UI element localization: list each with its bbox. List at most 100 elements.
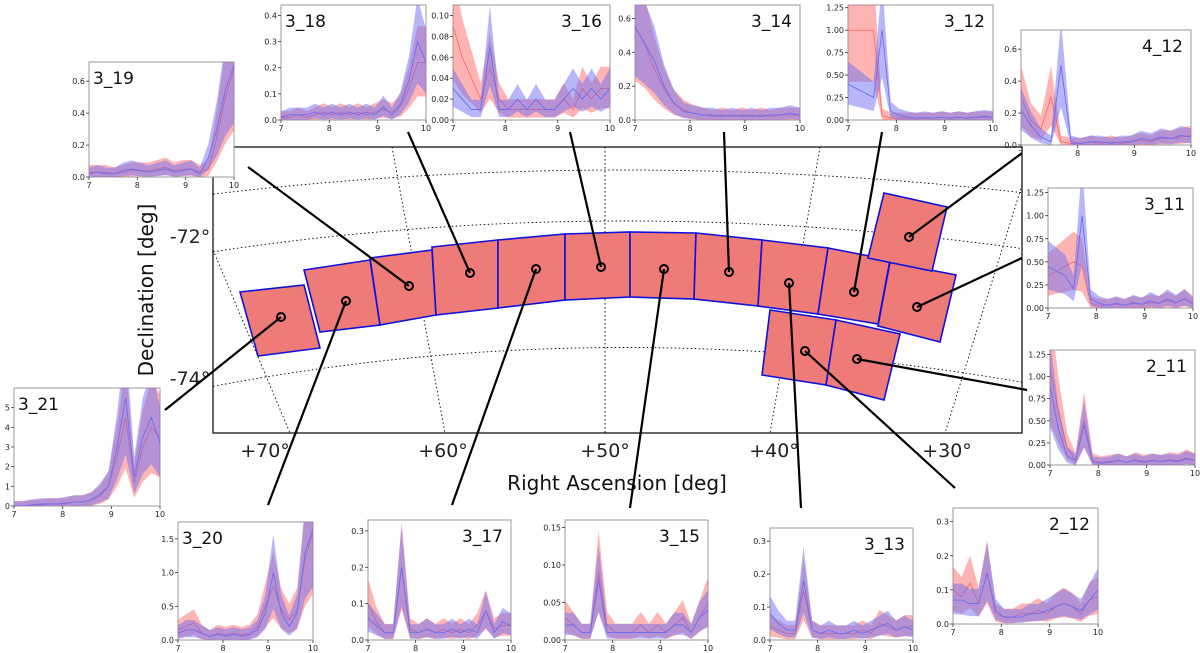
inset-y-tick-label: 0.4 <box>72 109 85 118</box>
inset-x-tick-label: 10 <box>1190 469 1200 478</box>
inset-3_18: 7 8 9 10 0.0 0.1 0.2 0.3 0.4 3_18 <box>264 4 431 133</box>
inset-title: 3_14 <box>751 12 792 32</box>
inset-y-tick-label: 0.00 <box>1026 304 1044 313</box>
graticule <box>213 147 1022 433</box>
inset-plot-area <box>953 540 1098 624</box>
tile-4_12 <box>867 192 948 272</box>
blue-series-band <box>1021 30 1191 145</box>
inset-x-tick-label: 7 <box>365 644 370 653</box>
inset-x-tick-label: 7 <box>278 124 283 133</box>
inset-x-tick-label: 7 <box>1045 312 1050 321</box>
inset-x-tick-label: 8 <box>503 124 508 133</box>
inset-y-tick-label: 0.75 <box>1026 235 1044 244</box>
inset-title: 3_17 <box>462 527 503 547</box>
inset-x-tick-label: 7 <box>1047 469 1052 478</box>
inset-y-tick-label: 0.05 <box>543 599 561 608</box>
x-tick-40: +40° <box>749 440 799 462</box>
inset-y-tick-label: 0.0 <box>936 620 949 629</box>
inset-y-tick-label: 0.2 <box>753 570 766 579</box>
blue-series-line <box>1048 215 1193 306</box>
marker-3_20 <box>341 296 351 306</box>
x-tick-60: +60° <box>418 440 468 462</box>
inset-x-tick-label: 7 <box>175 644 180 653</box>
inset-x-tick-label: 9 <box>109 510 114 519</box>
inset-y-tick-label: 0.3 <box>753 537 766 546</box>
inset-y-tick-label: 1.0 <box>161 569 174 578</box>
inset-y-tick-label: 0.0 <box>161 636 174 645</box>
blue-series-band <box>453 5 610 118</box>
inset-x-tick-label: 8 <box>999 628 1004 637</box>
inset-y-tick-label: 0.2 <box>72 141 85 150</box>
inset-y-tick-label: 0.10 <box>431 11 449 20</box>
blue-series-line <box>770 580 913 634</box>
inset-3_15: 7 8 9 10 0.00 0.05 0.10 0.15 3_15 <box>543 519 713 653</box>
inset-2_12: 7 8 9 10 0.0 0.1 0.2 0.3 2_12 <box>936 507 1103 637</box>
inset-x-tick-label: 8 <box>1075 149 1080 158</box>
red-series-band <box>1048 231 1193 308</box>
inset-y-tick-label: 0.6 <box>1004 45 1017 54</box>
inset-x-tick-label: 7 <box>767 644 772 653</box>
inset-y-tick-label: 0.00 <box>431 116 449 125</box>
inset-x-tick-label: 8 <box>327 124 332 133</box>
marker-2_12 <box>800 346 810 356</box>
connector-3_18 <box>406 131 472 274</box>
dec-line-72 <box>213 220 1022 253</box>
tile-3_20 <box>303 259 381 333</box>
inset-plot-area <box>1048 188 1193 308</box>
tile-3_19 <box>369 249 437 326</box>
connector-4_12 <box>908 152 1023 238</box>
inset-title: 2_11 <box>1146 357 1187 377</box>
inset-y-tick-label: 0.50 <box>1028 417 1046 426</box>
inset-y-tick-label: 2 <box>5 463 10 472</box>
inset-3_11: 7 8 9 10 0.00 0.25 0.50 0.75 1.00 1.25 3_11 <box>1026 187 1198 321</box>
inset-x-tick-label: 7 <box>950 628 955 637</box>
inset-3_14: 7 8 9 10 0.0 0.2 0.4 0.6 3_14 <box>618 4 805 133</box>
blue-series-band <box>770 546 913 639</box>
blue-series-band <box>953 542 1098 623</box>
blue-series-band <box>635 5 800 120</box>
inset-y-tick-label: 0.5 <box>161 602 174 611</box>
inset-y-tick-label: 0.04 <box>431 74 449 83</box>
inset-3_16: 7 8 9 10 0.00 0.02 0.04 0.06 0.08 0.10 3_16 <box>431 4 615 133</box>
inset-y-tick-label: 0.1 <box>264 90 277 99</box>
ra-line-70 <box>213 249 291 433</box>
connector-3_15 <box>628 268 666 509</box>
blue-series-band <box>565 545 708 639</box>
inset-x-tick-label: 10 <box>308 644 318 653</box>
inset-x-tick-label: 10 <box>605 124 615 133</box>
inset-x-tick-label: 7 <box>450 124 455 133</box>
inset-y-tick-label: 0.06 <box>431 53 449 62</box>
inset-x-tick-label: 8 <box>60 510 65 519</box>
x-tick-50: +50° <box>580 440 630 462</box>
blue-series-line <box>1021 65 1191 144</box>
inset-x-tick-label: 7 <box>86 181 91 190</box>
inset-y-tick-label: 0.00 <box>1028 461 1046 470</box>
inset-y-tick-label: 0.25 <box>1028 439 1046 448</box>
connector-3_14 <box>722 131 731 273</box>
inset-x-tick-label: 10 <box>421 124 431 133</box>
inset-x-tick-label: 10 <box>506 644 516 653</box>
inset-x-tick-label: 7 <box>845 124 850 133</box>
inset-x-tick-label: 7 <box>632 124 637 133</box>
blue-series-band <box>368 526 511 639</box>
inset-y-tick-label: 4 <box>5 423 10 432</box>
inset-title: 3_20 <box>182 529 223 549</box>
inset-y-tick-label: 0.08 <box>431 32 449 41</box>
inset-y-tick-label: 0.4 <box>264 11 277 20</box>
inset-y-tick-label: 0.1 <box>753 603 766 612</box>
inset-y-tick-label: 0.3 <box>264 38 277 47</box>
inset-plot-area <box>1021 30 1191 145</box>
inset-x-tick-label: 8 <box>894 124 899 133</box>
inset-y-tick-label: 0.2 <box>1004 109 1017 118</box>
inset-title: 4_12 <box>1142 37 1183 57</box>
inset-x-tick-label: 8 <box>1096 469 1101 478</box>
inset-y-tick-label: 0.75 <box>826 49 844 58</box>
inset-y-tick-label: 1 <box>5 482 10 491</box>
inset-y-tick-label: 0.0 <box>1004 141 1017 150</box>
marker-3_16 <box>596 262 606 272</box>
inset-y-tick-label: 0.10 <box>543 561 561 570</box>
inset-y-tick-label: 0.2 <box>618 82 631 91</box>
inset-x-tick-label: 9 <box>461 644 466 653</box>
inset-x-tick-label: 8 <box>610 644 615 653</box>
connector-2_12 <box>804 350 956 489</box>
